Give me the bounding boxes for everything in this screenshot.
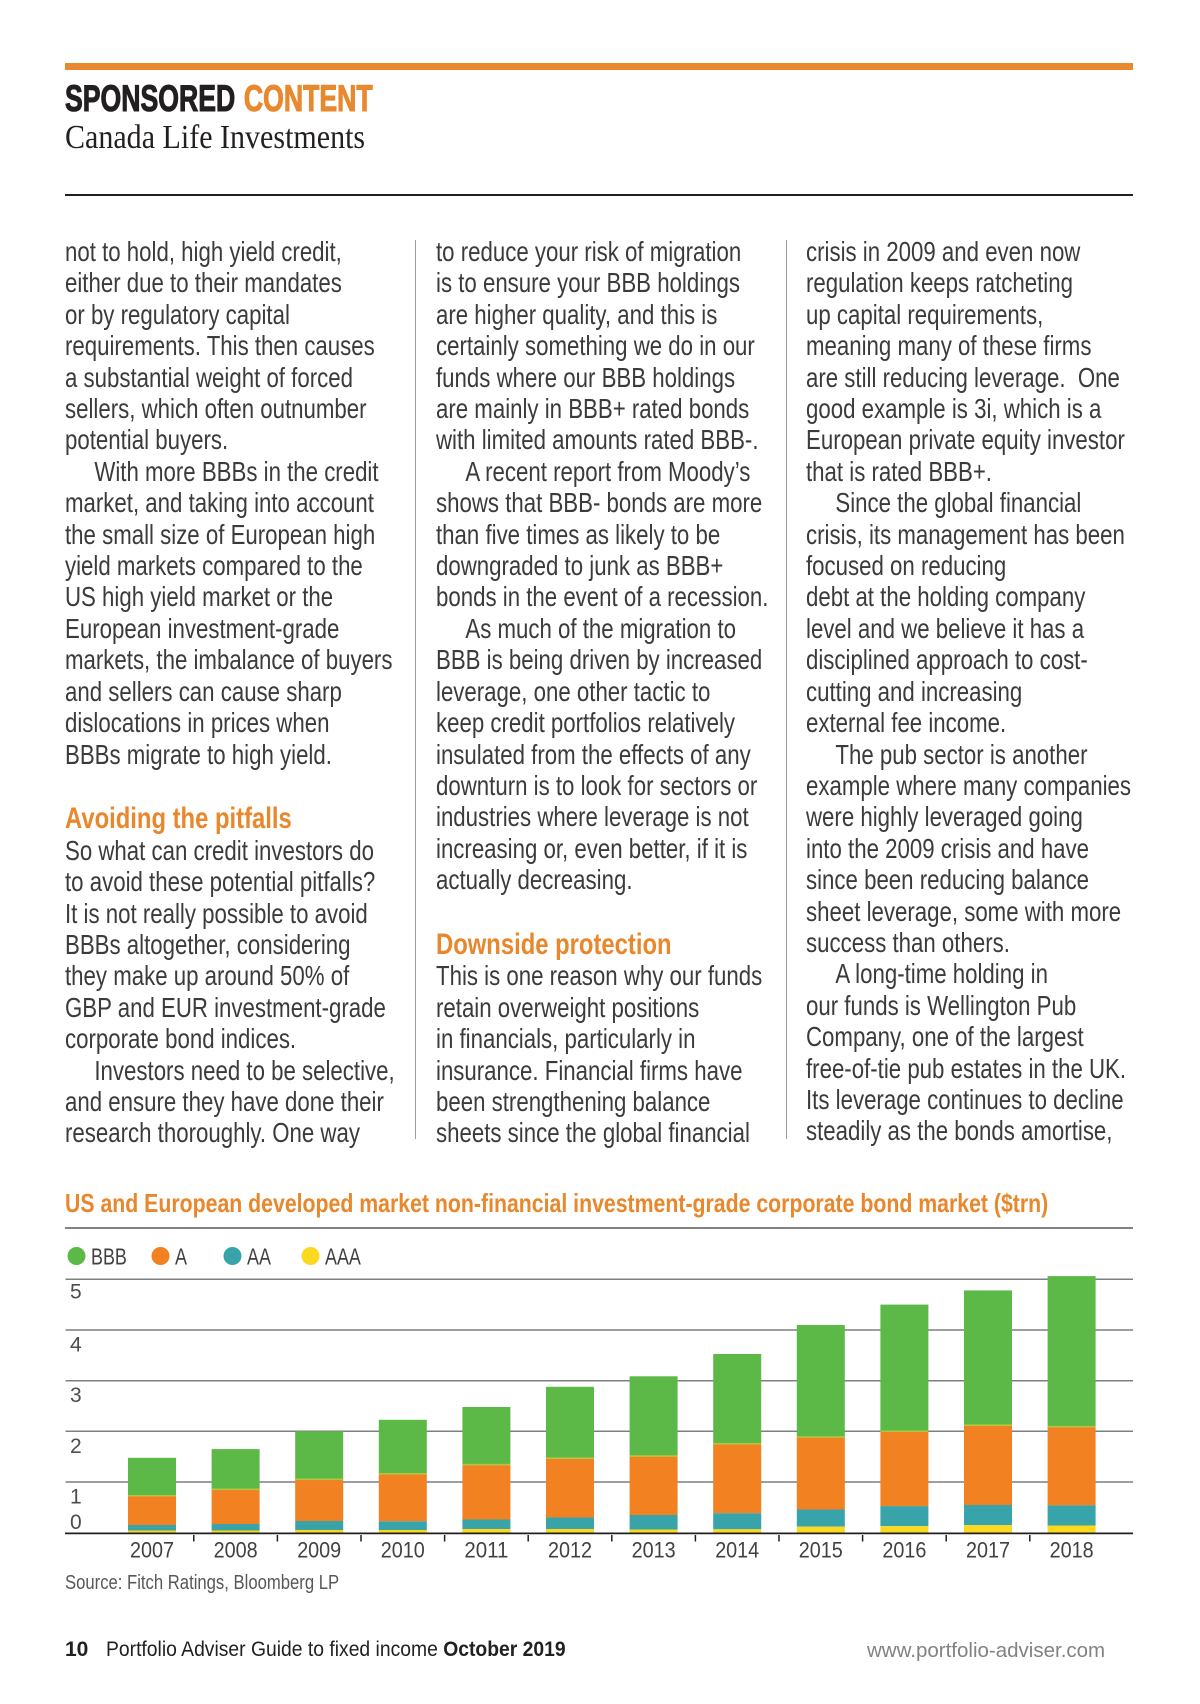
svg-text:A: A xyxy=(175,1243,188,1269)
svg-text:2018: 2018 xyxy=(1050,1538,1094,1563)
svg-text:2: 2 xyxy=(70,1435,82,1458)
svg-text:2015: 2015 xyxy=(799,1538,843,1563)
svg-text:AA: AA xyxy=(247,1243,272,1269)
svg-text:2013: 2013 xyxy=(632,1538,676,1563)
svg-text:AAA: AAA xyxy=(325,1243,361,1269)
svg-text:2012: 2012 xyxy=(548,1538,592,1563)
svg-text:4: 4 xyxy=(70,1334,82,1357)
svg-text:2010: 2010 xyxy=(381,1538,425,1563)
svg-text:1: 1 xyxy=(70,1486,82,1509)
svg-text:2014: 2014 xyxy=(715,1538,759,1563)
svg-text:2016: 2016 xyxy=(882,1538,926,1563)
svg-text:2011: 2011 xyxy=(464,1538,508,1563)
svg-text:2008: 2008 xyxy=(214,1538,258,1563)
svg-text:3: 3 xyxy=(70,1384,82,1407)
svg-text:2017: 2017 xyxy=(966,1538,1010,1563)
svg-text:BBB: BBB xyxy=(91,1243,127,1269)
svg-text:5: 5 xyxy=(70,1281,82,1304)
svg-text:2009: 2009 xyxy=(297,1538,341,1563)
svg-text:0: 0 xyxy=(70,1511,82,1534)
svg-text:2007: 2007 xyxy=(130,1538,174,1563)
